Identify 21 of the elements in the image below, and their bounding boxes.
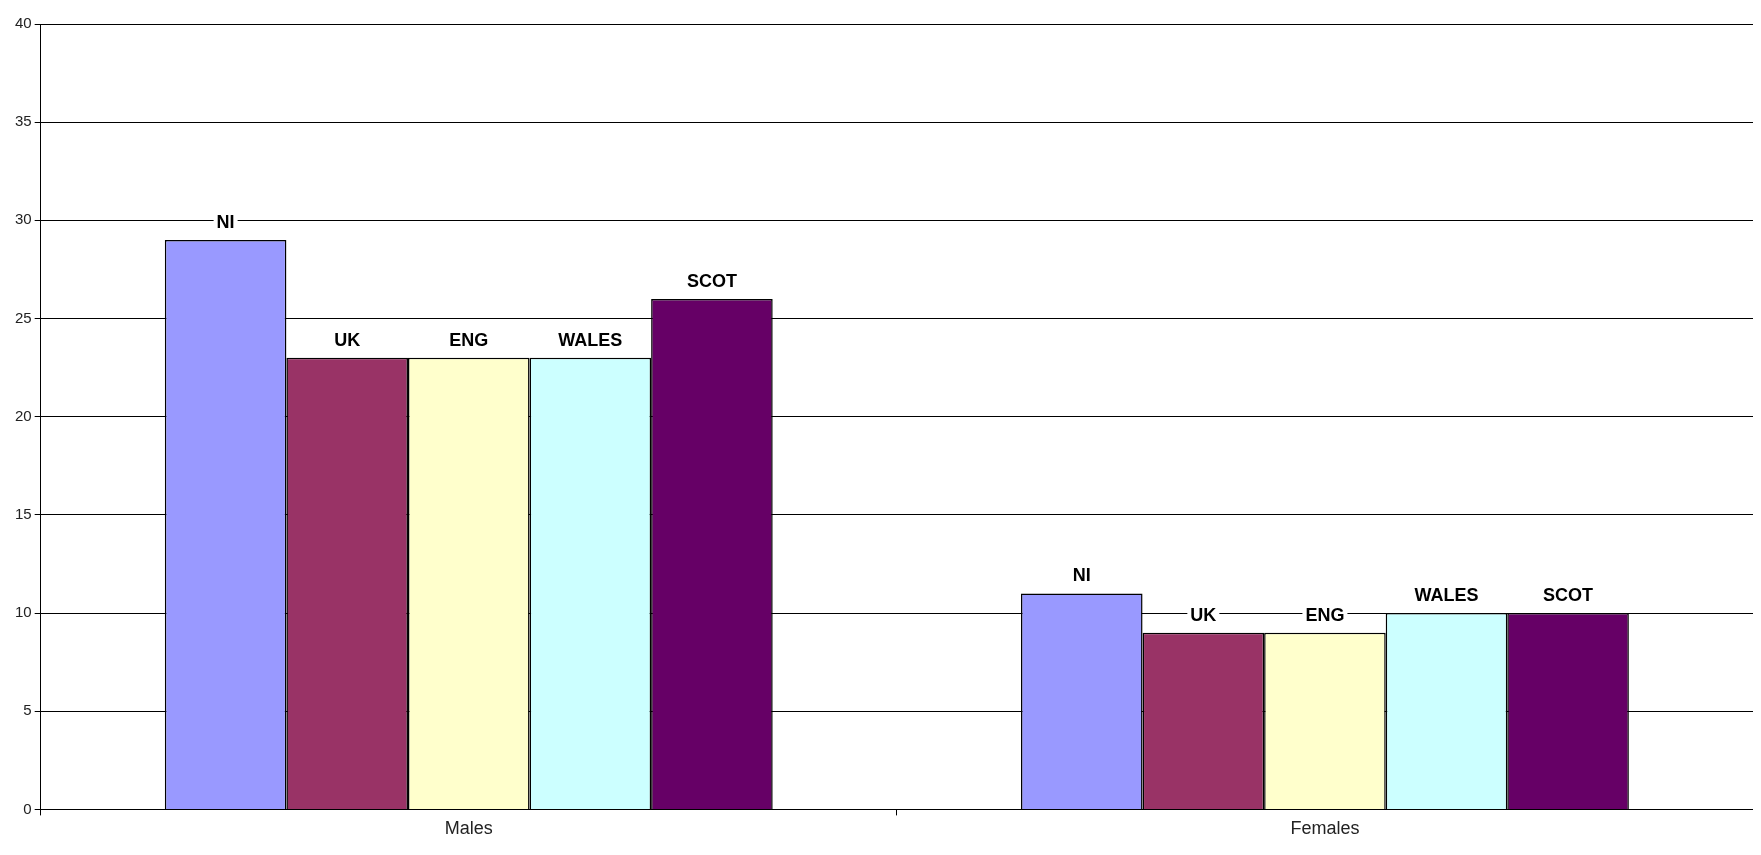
text: SCOT bbox=[1543, 585, 1594, 606]
series-label: NI bbox=[1072, 565, 1091, 586]
text: NI bbox=[216, 211, 235, 232]
text: UK bbox=[334, 329, 361, 350]
y-tick-label: 5 bbox=[23, 701, 32, 719]
y-tick-label: 25 bbox=[15, 308, 32, 326]
series-label: UK bbox=[1190, 604, 1217, 625]
x-tick-label: Females bbox=[1290, 818, 1360, 839]
y-tick-label: 20 bbox=[15, 406, 32, 424]
series-label: ENG bbox=[1305, 604, 1345, 625]
text: WALES bbox=[558, 329, 623, 350]
y-tick-label: 35 bbox=[15, 112, 32, 130]
y-tick-label: 0 bbox=[23, 799, 32, 817]
y-tick-label: 15 bbox=[15, 505, 32, 523]
text: ENG bbox=[449, 329, 489, 350]
y-tick-label: 40 bbox=[15, 14, 32, 32]
series-label: WALES bbox=[1414, 585, 1479, 606]
x-tick-label: Males bbox=[444, 818, 493, 839]
y-tick-label: 30 bbox=[15, 210, 32, 228]
y-tick-label: 10 bbox=[15, 603, 32, 621]
series-label: SCOT bbox=[686, 270, 737, 291]
